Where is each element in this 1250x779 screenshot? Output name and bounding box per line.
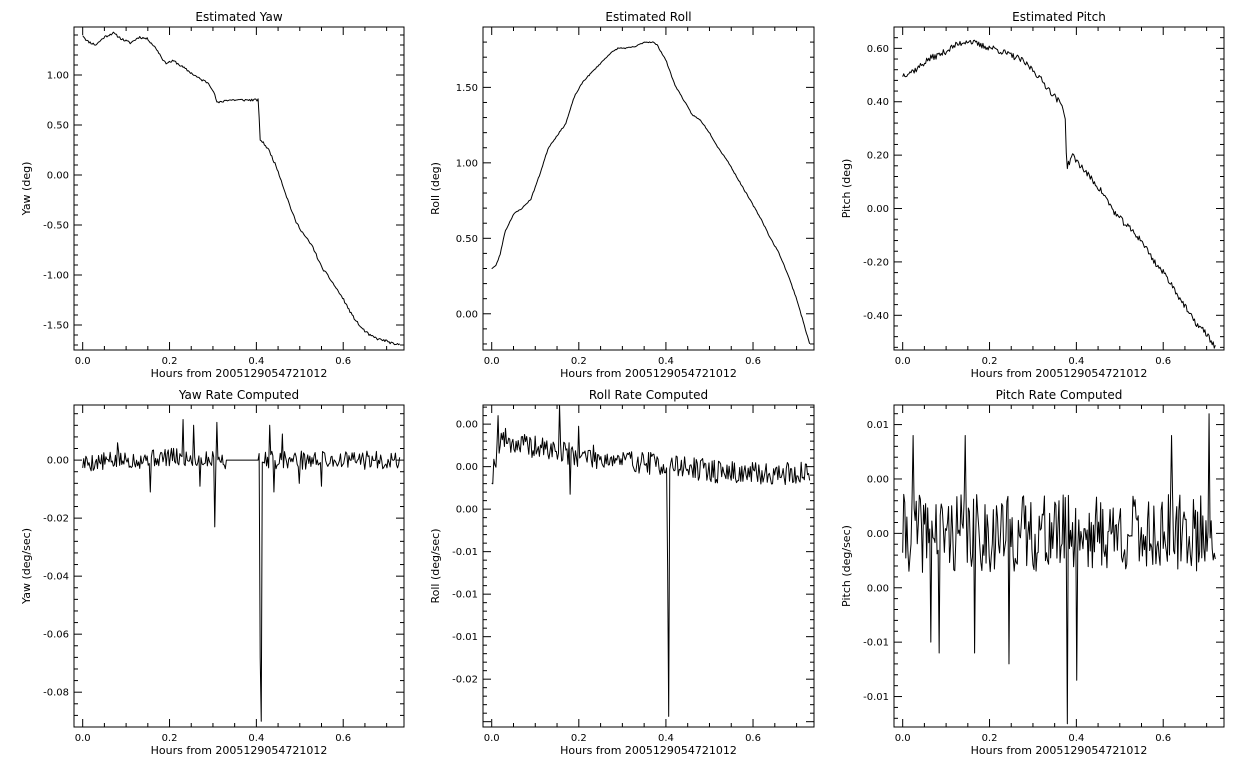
x-tick-label: 0.0: [75, 733, 91, 744]
chart-panel-1: Estimated Yaw Hours from 2005129054721012…: [20, 10, 405, 380]
y-tick-label: -0.01: [452, 632, 478, 643]
x-tick-label: 0.2: [571, 356, 587, 367]
x-tick-label: 0.4: [658, 356, 674, 367]
y-tick-label: 0.00: [867, 529, 889, 540]
chart-title: Estimated Roll: [605, 10, 691, 24]
x-tick-label: 0.4: [1068, 733, 1084, 744]
series-line: [82, 419, 401, 722]
chart-panel-2: Estimated Roll Hours from 200512905472101…: [429, 10, 815, 380]
y-tick-label: -0.20: [863, 257, 889, 268]
x-tick-label: 0.0: [75, 356, 91, 367]
y-tick-label: -0.02: [452, 675, 478, 686]
x-tick-label: 0.0: [484, 356, 500, 367]
series-line: [902, 413, 1216, 725]
y-tick-label: 0.00: [47, 171, 69, 182]
y-tick-label: -0.01: [863, 638, 889, 649]
chart-title: Estimated Pitch: [1012, 10, 1106, 24]
x-axis-label: Hours from 2005129054721012: [151, 744, 328, 757]
y-axis-label: Roll (deg/sec): [429, 528, 442, 603]
chart-panel-6: Pitch Rate Computed Hours from 2005129054…: [840, 388, 1225, 757]
y-tick-label: 0.00: [456, 309, 478, 320]
x-tick-label: 0.2: [162, 356, 178, 367]
plot-frame: [482, 26, 815, 351]
plot-frame: [482, 404, 815, 728]
x-tick-label: 0.6: [1155, 356, 1171, 367]
y-tick-label: -0.01: [452, 547, 478, 558]
x-tick-label: 0.2: [162, 733, 178, 744]
x-axis-label: Hours from 2005129054721012: [971, 744, 1148, 757]
plot-frame: [893, 404, 1225, 728]
y-tick-label: 0.50: [456, 234, 478, 245]
x-axis-label: Hours from 2005129054721012: [151, 367, 328, 380]
x-tick-label: 0.6: [335, 733, 351, 744]
y-tick-label: 0.00: [867, 204, 889, 215]
y-tick-label: -1.00: [43, 271, 69, 282]
series-line: [82, 31, 400, 346]
series-line: [491, 404, 811, 717]
chart-title: Estimated Yaw: [195, 10, 282, 24]
y-tick-label: 0.00: [456, 462, 478, 473]
y-tick-label: 0.00: [867, 583, 889, 594]
y-tick-label: -0.08: [43, 688, 69, 699]
x-tick-label: 0.6: [745, 356, 761, 367]
y-tick-label: 0.50: [47, 121, 69, 132]
x-tick-label: 0.6: [745, 733, 761, 744]
plot-frame: [893, 26, 1225, 351]
chart-panel-5: Roll Rate Computed Hours from 20051290547…: [429, 388, 815, 757]
chart-panel-3: Estimated Pitch Hours from 20051290547210…: [840, 10, 1225, 380]
x-tick-label: 0.6: [1155, 733, 1171, 744]
x-tick-label: 0.0: [895, 733, 911, 744]
x-tick-label: 0.0: [895, 356, 911, 367]
y-tick-label: 1.00: [47, 71, 69, 82]
y-tick-label: 0.00: [456, 505, 478, 516]
y-axis-label: Yaw (deg): [20, 162, 33, 217]
x-tick-label: 0.4: [248, 733, 264, 744]
x-tick-label: 0.4: [248, 356, 264, 367]
y-tick-label: -0.06: [43, 630, 69, 641]
x-tick-label: 0.4: [658, 733, 674, 744]
x-axis-label: Hours from 2005129054721012: [971, 367, 1148, 380]
plot-frame: [73, 404, 405, 728]
y-tick-label: -0.01: [452, 590, 478, 601]
chart-panel-4: Yaw Rate Computed Hours from 200512905472…: [20, 388, 405, 757]
x-tick-label: 0.4: [1068, 356, 1084, 367]
x-tick-label: 0.2: [982, 356, 998, 367]
y-tick-label: -0.40: [863, 311, 889, 322]
y-tick-label: -0.02: [43, 514, 69, 525]
x-axis-label: Hours from 2005129054721012: [560, 367, 737, 380]
y-tick-label: -0.01: [863, 692, 889, 703]
y-tick-label: 0.60: [867, 44, 889, 55]
y-tick-label: 0.01: [867, 420, 889, 431]
y-tick-label: -0.50: [43, 221, 69, 232]
y-axis-label: Yaw (deg/sec): [20, 528, 33, 605]
y-axis-label: Roll (deg): [429, 162, 442, 215]
x-tick-label: 0.6: [335, 356, 351, 367]
series-line: [491, 41, 811, 344]
y-tick-label: 0.20: [867, 151, 889, 162]
y-tick-label: 0.00: [47, 456, 69, 467]
y-axis-label: Pitch (deg): [840, 159, 853, 219]
x-axis-label: Hours from 2005129054721012: [560, 744, 737, 757]
x-tick-label: 0.2: [571, 733, 587, 744]
y-tick-label: 0.40: [867, 97, 889, 108]
series-line: [902, 39, 1216, 349]
y-tick-label: 1.50: [456, 83, 478, 94]
chart-title: Pitch Rate Computed: [996, 388, 1123, 402]
chart-title: Roll Rate Computed: [589, 388, 708, 402]
y-tick-label: 0.00: [867, 474, 889, 485]
plot-frame: [73, 26, 405, 351]
x-tick-label: 0.2: [982, 733, 998, 744]
y-tick-label: -1.50: [43, 321, 69, 332]
y-tick-label: -0.04: [43, 572, 69, 583]
y-tick-label: 1.00: [456, 158, 478, 169]
y-tick-label: 0.00: [456, 420, 478, 431]
y-axis-label: Pitch (deg/sec): [840, 525, 853, 607]
x-tick-label: 0.0: [484, 733, 500, 744]
chart-title: Yaw Rate Computed: [178, 388, 299, 402]
